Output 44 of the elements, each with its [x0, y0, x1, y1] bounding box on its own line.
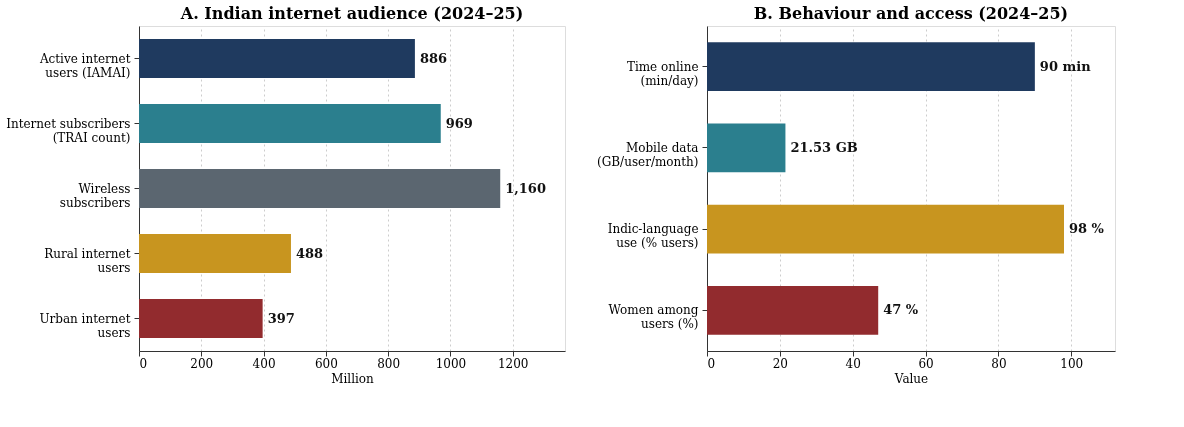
bar [139, 299, 263, 338]
x-tick-label: 40 [845, 356, 861, 371]
data-label: 488 [295, 245, 324, 261]
chart-title: A. Indian internet audience (2024–25) [179, 4, 524, 23]
x-axis-title: Million [331, 371, 375, 386]
bar [707, 123, 786, 173]
data-label: 21.53 GB [790, 139, 858, 155]
y-tick-label: Internet subscribers (TRAI count) [6, 116, 131, 145]
x-tick-label: 800 [377, 356, 401, 371]
x-tick-label: 80 [991, 356, 1007, 371]
y-tick-label: Rural internet users [44, 246, 131, 275]
bar [139, 169, 501, 208]
bar [707, 204, 1064, 254]
bar [707, 286, 879, 335]
data-label: 886 [419, 50, 448, 66]
bar [139, 234, 291, 273]
y-tick-label: Active internet users (IAMAI) [38, 51, 131, 80]
y-tick-label: Urban internet users [39, 311, 131, 340]
data-label: 1,160 [505, 180, 546, 196]
x-tick-label: 0 [139, 356, 148, 371]
x-axis-title: Value [893, 371, 929, 386]
y-tick-label: Women among users (%) [608, 303, 699, 332]
data-label: 98 % [1069, 221, 1105, 237]
y-tick-label: Wireless subscribers [59, 181, 131, 210]
data-label: 47 % [883, 302, 919, 318]
bar [139, 104, 441, 143]
chart-title: B. Behaviour and access (2024–25) [753, 4, 1069, 23]
data-label: 969 [445, 115, 473, 131]
x-tick-label: 400 [252, 356, 276, 371]
x-tick-label: 20 [772, 356, 788, 371]
x-tick-label: 1200 [497, 356, 529, 371]
x-tick-label: 200 [190, 356, 214, 371]
y-tick-label: Indic-language use (% users) [607, 222, 699, 251]
x-tick-label: 100 [1060, 356, 1084, 371]
x-tick-label: 1000 [435, 356, 467, 371]
y-tick-label: Mobile data (GB/user/month) [597, 140, 699, 169]
x-tick-label: 600 [314, 356, 338, 371]
data-label: 90 min [1039, 58, 1092, 74]
x-tick-label: 60 [918, 356, 934, 371]
y-tick-label: Time online (min/day) [626, 59, 699, 88]
bar [139, 39, 415, 78]
bar [707, 42, 1035, 91]
x-tick-label: 0 [707, 356, 716, 371]
data-label: 397 [267, 310, 295, 326]
